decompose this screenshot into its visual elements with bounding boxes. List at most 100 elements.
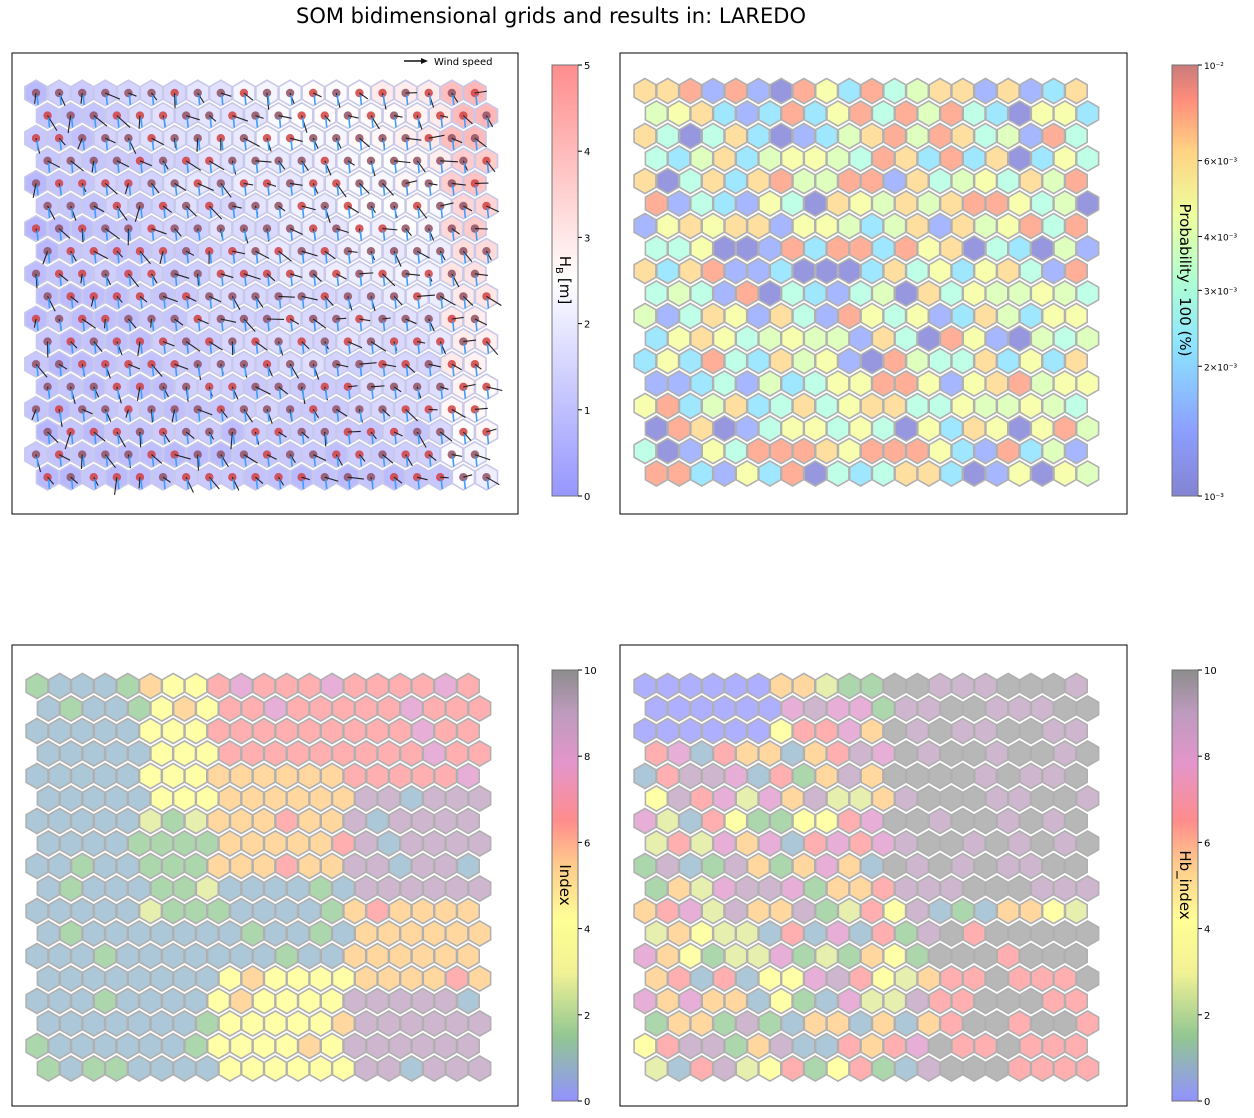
node-dot bbox=[470, 450, 480, 459]
wind-arrow bbox=[312, 137, 319, 149]
hex-cell bbox=[1030, 234, 1054, 263]
wind-arrow bbox=[290, 182, 303, 186]
hex-cell bbox=[792, 437, 816, 465]
colorbar-label: Probability · 100 (%) bbox=[1176, 204, 1194, 357]
hex-cell bbox=[297, 1032, 322, 1060]
hex-cell bbox=[758, 784, 782, 813]
hex-cell bbox=[25, 1032, 49, 1060]
hex-cell bbox=[399, 739, 424, 768]
hex-cell bbox=[218, 1009, 242, 1038]
hex-cell bbox=[780, 829, 805, 858]
wave-arrow bbox=[452, 456, 455, 467]
hex-cell bbox=[724, 852, 748, 880]
wind-arrow bbox=[278, 431, 287, 438]
hex-cell bbox=[1041, 987, 1066, 1015]
hex-cell bbox=[792, 807, 816, 835]
hex-cell bbox=[826, 829, 850, 858]
hex-cell bbox=[724, 392, 748, 420]
hex-cell bbox=[837, 942, 862, 970]
wave-arrow bbox=[163, 479, 166, 490]
wind-arrow bbox=[289, 454, 296, 463]
hex-cell bbox=[951, 437, 975, 465]
node-dot bbox=[112, 473, 122, 482]
hex-cell bbox=[399, 784, 424, 813]
wind-arrow bbox=[312, 183, 319, 194]
hex-cell bbox=[47, 807, 72, 835]
hex-cell bbox=[365, 717, 390, 745]
hex-cell bbox=[928, 762, 952, 790]
hex-cell bbox=[916, 694, 941, 723]
hex-cell bbox=[746, 942, 771, 970]
node-dot bbox=[124, 405, 133, 414]
hex-cell bbox=[320, 717, 344, 745]
hex-cell bbox=[644, 1054, 669, 1083]
hex-cell bbox=[792, 942, 816, 970]
colorbar-label: HB[m] bbox=[553, 256, 574, 304]
hex-cell bbox=[939, 144, 964, 173]
hex-cell bbox=[905, 717, 930, 745]
wind-arrow bbox=[139, 295, 148, 303]
wind-arrow bbox=[393, 296, 403, 306]
wave-arrow bbox=[163, 388, 166, 399]
wave-arrow bbox=[151, 275, 155, 286]
wave-arrow bbox=[82, 140, 85, 151]
wave-arrow bbox=[452, 140, 455, 151]
hex-cell bbox=[1007, 189, 1032, 218]
hex-cell bbox=[1064, 212, 1088, 240]
wind-arrow bbox=[162, 295, 178, 303]
hex-cell bbox=[252, 717, 276, 745]
wave-arrow bbox=[93, 343, 97, 354]
wave-arrow bbox=[428, 94, 432, 106]
hex-cell bbox=[263, 784, 288, 813]
wind-arrow bbox=[42, 251, 49, 265]
wave-arrow bbox=[186, 343, 189, 354]
hex-cell bbox=[467, 784, 492, 813]
wind-arrow bbox=[382, 363, 397, 368]
node-dot bbox=[274, 292, 283, 301]
hex-cell bbox=[882, 392, 907, 420]
hex-cell bbox=[1053, 234, 1077, 263]
hex-cell bbox=[354, 694, 378, 723]
wave-arrow bbox=[163, 162, 166, 173]
wave-arrow bbox=[417, 207, 420, 219]
wind-arrow bbox=[347, 250, 358, 253]
wind-arrow bbox=[139, 160, 153, 167]
hex-cell bbox=[951, 167, 975, 195]
wave-arrow bbox=[186, 253, 189, 264]
hex-cell bbox=[655, 167, 680, 195]
hex-cell bbox=[1053, 414, 1077, 443]
wind-arrow bbox=[405, 273, 421, 276]
hex-cell bbox=[1007, 144, 1032, 173]
hex-cell bbox=[985, 964, 1009, 993]
wind-arrow bbox=[451, 137, 463, 144]
node-dot bbox=[228, 292, 237, 301]
wind-arrow bbox=[243, 454, 258, 464]
hex-cell bbox=[905, 1032, 930, 1060]
hex-cell bbox=[962, 739, 986, 768]
wind-arrow bbox=[485, 115, 494, 128]
wave-arrow bbox=[301, 433, 305, 445]
hex-cell bbox=[803, 234, 828, 263]
wind-arrow bbox=[312, 273, 322, 282]
hex-cell bbox=[894, 459, 918, 488]
wave-arrow bbox=[232, 298, 236, 309]
hex-cell bbox=[343, 717, 367, 745]
hex-cell bbox=[206, 672, 231, 700]
wave-arrow bbox=[209, 253, 213, 264]
hex-cell bbox=[928, 257, 952, 285]
wind-arrow bbox=[393, 431, 403, 437]
hex-cell bbox=[905, 77, 930, 105]
hex-cell bbox=[894, 739, 918, 768]
hex-cell bbox=[701, 942, 725, 970]
hex-cell bbox=[916, 964, 941, 993]
hex-cell bbox=[712, 919, 737, 948]
node-dot bbox=[412, 156, 422, 165]
hex-cell bbox=[678, 257, 703, 285]
node-dot bbox=[412, 337, 422, 346]
wave-arrow bbox=[428, 185, 432, 196]
hex-cell bbox=[252, 1032, 276, 1060]
hex-cell bbox=[689, 829, 714, 858]
wind-arrow bbox=[220, 409, 228, 418]
wave-arrow bbox=[151, 366, 155, 377]
hex-cell bbox=[104, 874, 129, 903]
